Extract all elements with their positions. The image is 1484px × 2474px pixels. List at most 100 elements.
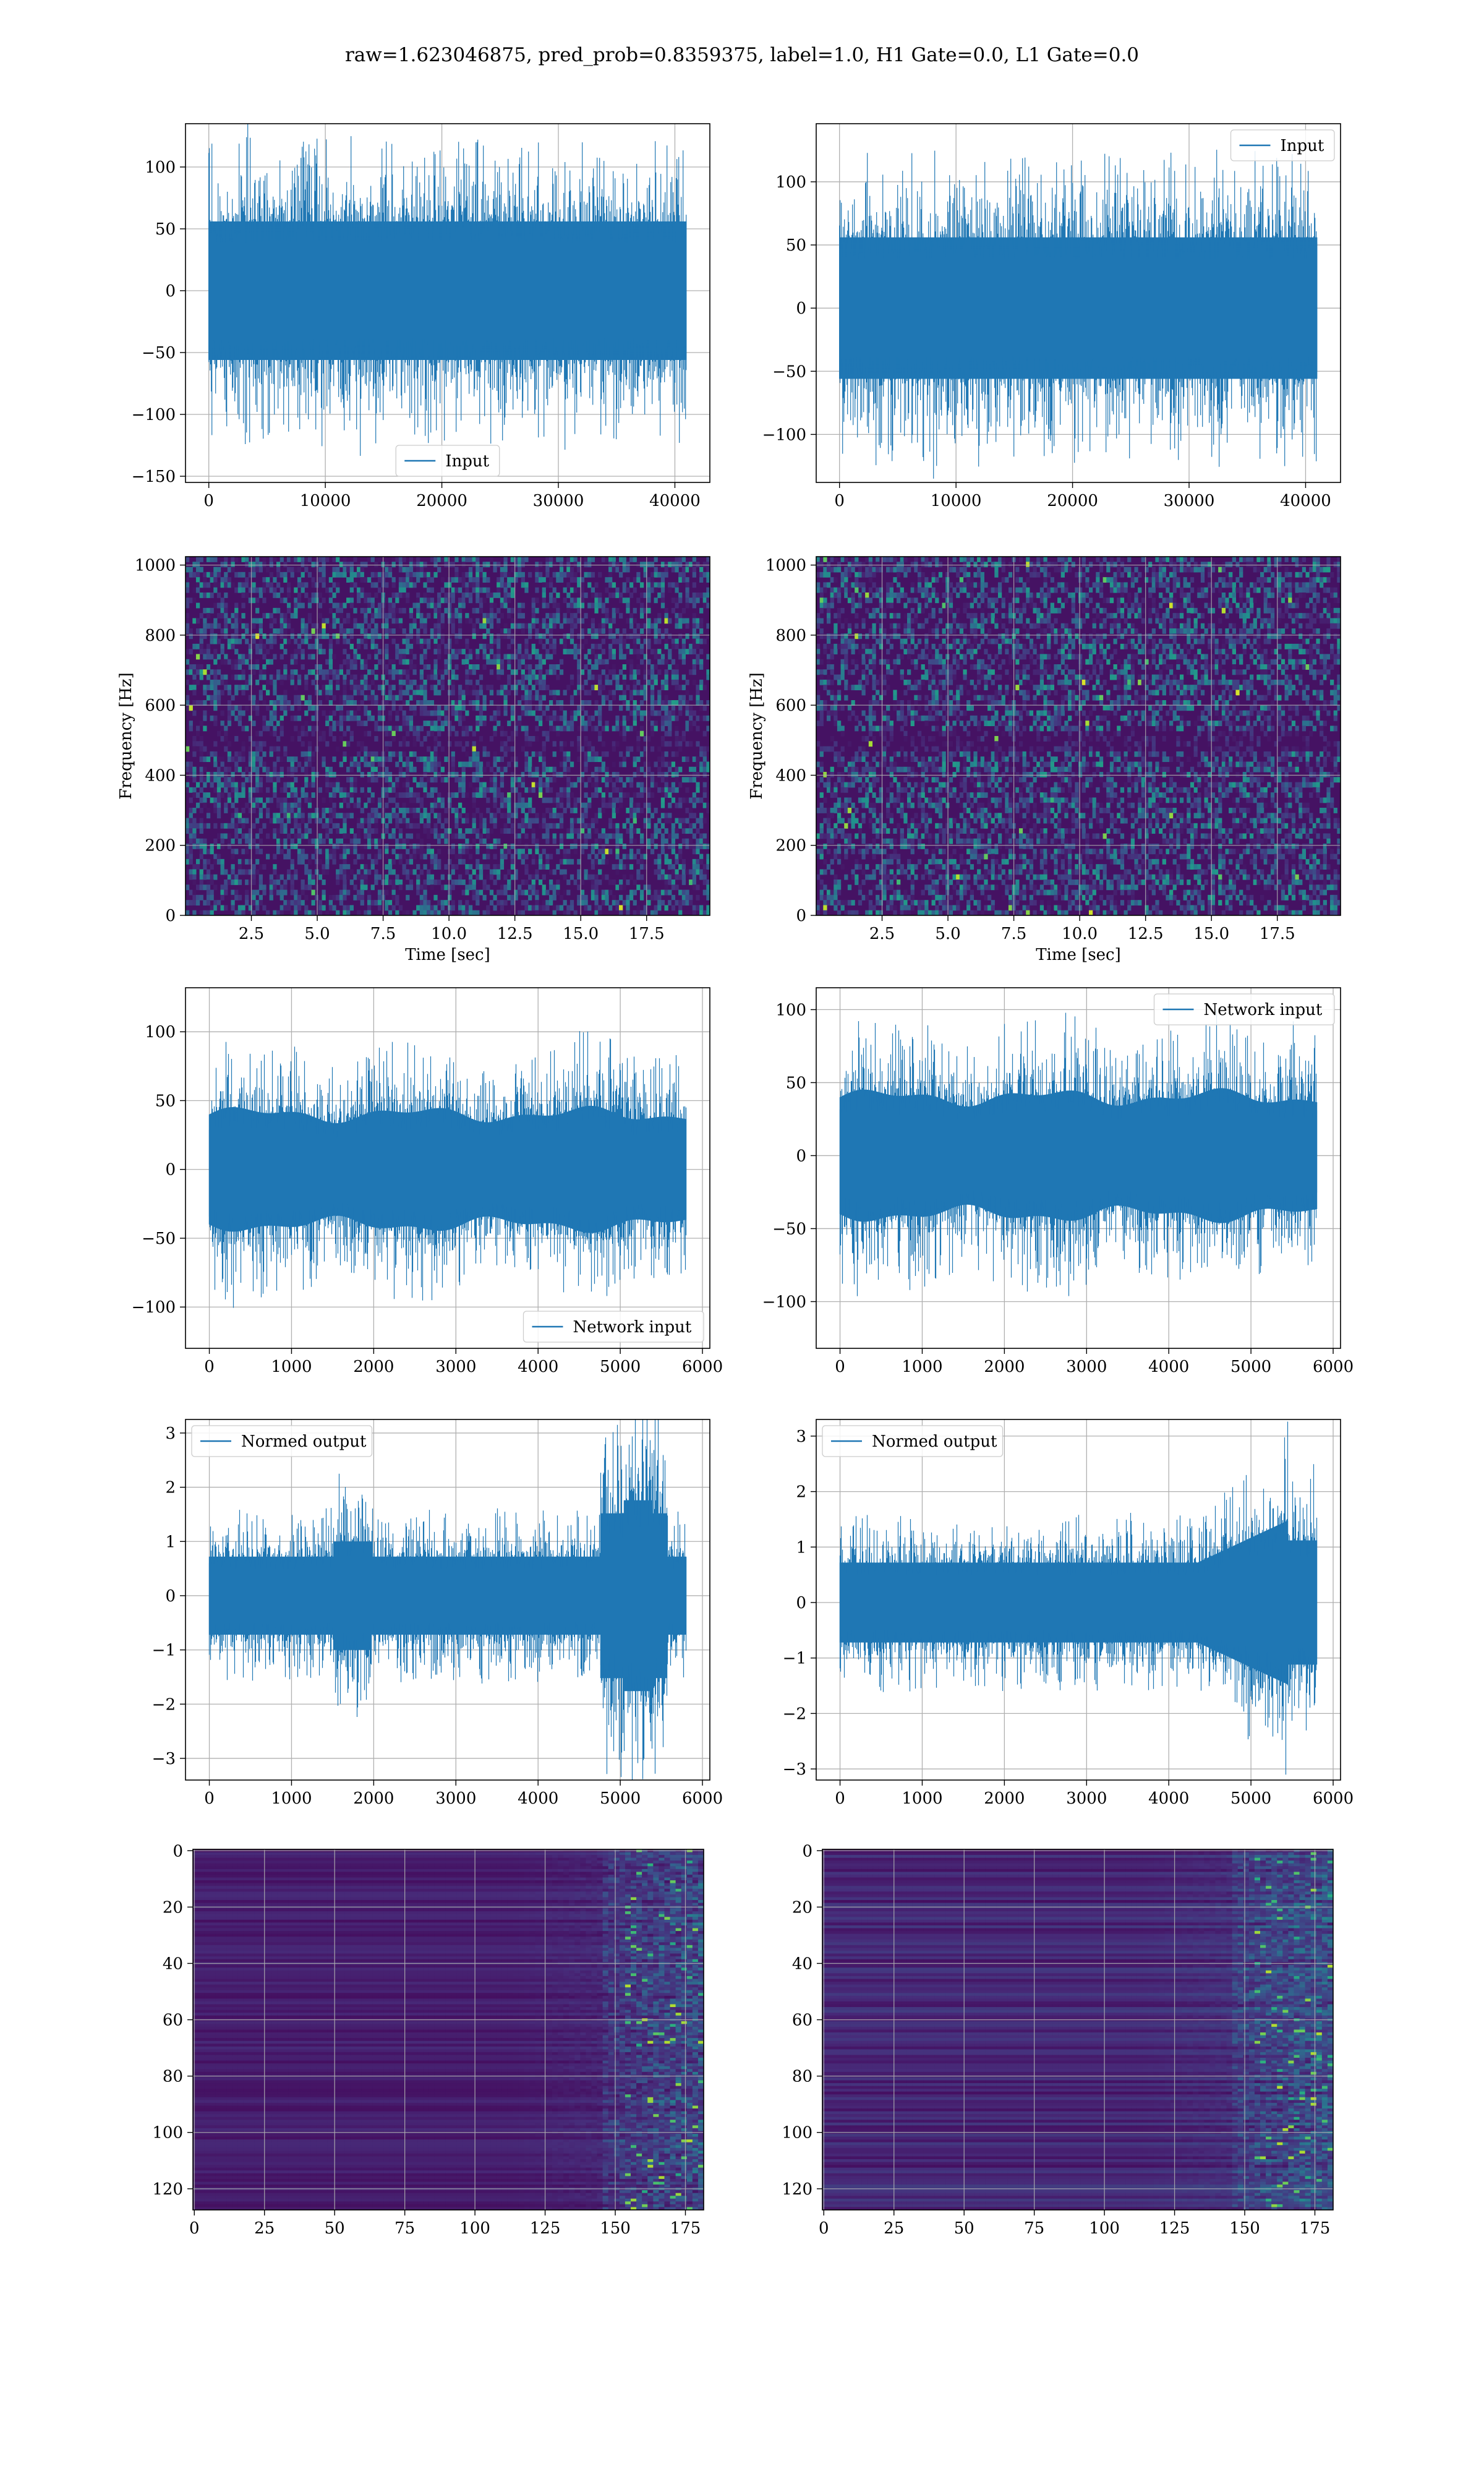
spectrogram-cell xyxy=(675,833,679,839)
spectrogram-cell xyxy=(573,838,578,844)
spectrogram-cell xyxy=(538,685,543,691)
spectrogram-cell xyxy=(629,864,634,870)
spectrogram-cell xyxy=(654,700,658,706)
spectrogram-cell xyxy=(528,808,532,813)
spectrogram-cell xyxy=(430,874,434,880)
spectrogram-cell xyxy=(433,823,438,829)
spectrogram-cell xyxy=(315,818,319,824)
spectrogram-cell xyxy=(315,690,319,696)
spectrogram-cell xyxy=(664,792,668,798)
spectrogram-cell xyxy=(500,659,505,665)
spectrogram-cell xyxy=(220,772,224,777)
spectrogram-cell xyxy=(322,649,326,655)
spectrogram-cell xyxy=(556,880,560,885)
spectrogram-cell xyxy=(706,623,710,629)
spectrogram-cell xyxy=(535,562,539,568)
spectrogram-cell xyxy=(521,613,525,619)
spectrogram-cell xyxy=(542,766,546,773)
spectrogram-cell xyxy=(206,557,211,562)
spectrogram-cell xyxy=(364,751,368,757)
spectrogram-cell xyxy=(433,751,438,757)
spectrogram-cell xyxy=(419,710,424,716)
spectrogram-cell xyxy=(286,874,291,880)
spectrogram-cell xyxy=(482,884,487,891)
y-tick-label: −50 xyxy=(772,362,806,381)
spectrogram-cell xyxy=(531,649,535,655)
spectrogram-cell xyxy=(266,833,270,839)
spectrogram-cell xyxy=(601,802,605,808)
spectrogram-cell xyxy=(325,772,330,777)
spectrogram-cell xyxy=(416,613,420,619)
spectrogram-cell xyxy=(678,649,683,655)
spectrogram-cell xyxy=(430,828,434,834)
spectrogram-cell xyxy=(591,715,595,721)
spectrogram-cell xyxy=(542,756,546,763)
spectrogram-cell xyxy=(269,889,273,896)
spectrogram-cell xyxy=(367,838,372,844)
spectrogram-cell xyxy=(273,593,277,598)
spectrogram-cell xyxy=(276,669,281,675)
spectrogram-cell xyxy=(531,613,535,619)
spectrogram-cell xyxy=(294,894,298,901)
spectrogram-cell xyxy=(199,674,203,680)
spectrogram-cell xyxy=(486,659,490,665)
spectrogram-cell xyxy=(433,864,438,870)
spectrogram-cell xyxy=(374,874,378,880)
spectrogram-cell xyxy=(702,874,707,880)
spectrogram-cell xyxy=(594,828,599,834)
spectrogram-cell xyxy=(454,664,459,670)
spectrogram-cell xyxy=(594,889,599,896)
spectrogram-cell xyxy=(315,582,319,588)
spectrogram-cell xyxy=(528,766,532,773)
spectrogram-cell xyxy=(514,623,518,629)
spectrogram-cell xyxy=(545,638,550,644)
spectrogram-cell xyxy=(402,721,406,727)
spectrogram-cell xyxy=(639,685,644,691)
spectrogram-cell xyxy=(507,813,511,819)
spectrogram-cell xyxy=(252,643,256,649)
spectrogram-cell xyxy=(681,777,686,783)
spectrogram-cell xyxy=(388,787,393,793)
spectrogram-cell xyxy=(237,813,242,819)
spectrogram-cell xyxy=(186,628,190,634)
spectrogram-cell xyxy=(647,894,651,901)
spectrogram-cell xyxy=(657,654,662,660)
spectrogram-cell xyxy=(639,607,644,614)
spectrogram-cell xyxy=(535,858,539,865)
spectrogram-cell xyxy=(699,659,704,665)
spectrogram-cell xyxy=(685,567,689,573)
spectrogram-cell xyxy=(468,679,473,685)
spectrogram-cell xyxy=(573,710,578,716)
spectrogram-cell xyxy=(332,710,336,716)
spectrogram-cell xyxy=(458,690,463,696)
spectrogram-cell xyxy=(216,756,221,763)
spectrogram-cell xyxy=(629,726,634,732)
spectrogram-cell xyxy=(301,587,305,593)
spectrogram-cell xyxy=(493,654,497,660)
spectrogram-cell xyxy=(349,597,354,604)
spectrogram-cell xyxy=(681,880,686,885)
spectrogram-cell xyxy=(548,623,553,629)
spectrogram-cell xyxy=(224,628,228,634)
spectrogram-cell xyxy=(689,797,693,803)
spectrogram-cell xyxy=(241,808,245,813)
spectrogram-cell xyxy=(199,613,203,619)
spectrogram-cell xyxy=(451,654,455,660)
spectrogram-cell xyxy=(269,633,273,640)
spectrogram-cell xyxy=(297,582,302,588)
spectrogram-cell xyxy=(636,669,641,675)
spectrogram-cell xyxy=(542,772,546,777)
spectrogram-cell xyxy=(283,813,288,819)
spectrogram-cell xyxy=(391,889,396,896)
spectrogram-cell xyxy=(360,756,364,763)
spectrogram-cell xyxy=(636,690,641,696)
spectrogram-cell xyxy=(398,766,403,773)
spectrogram-cell xyxy=(220,710,224,716)
spectrogram-cell xyxy=(360,746,364,752)
spectrogram-cell xyxy=(482,571,487,578)
spectrogram-cell xyxy=(416,797,420,803)
spectrogram-cell xyxy=(448,730,452,737)
spectrogram-cell xyxy=(545,649,550,655)
spectrogram-cell xyxy=(451,593,455,598)
spectrogram-cell xyxy=(556,730,560,737)
